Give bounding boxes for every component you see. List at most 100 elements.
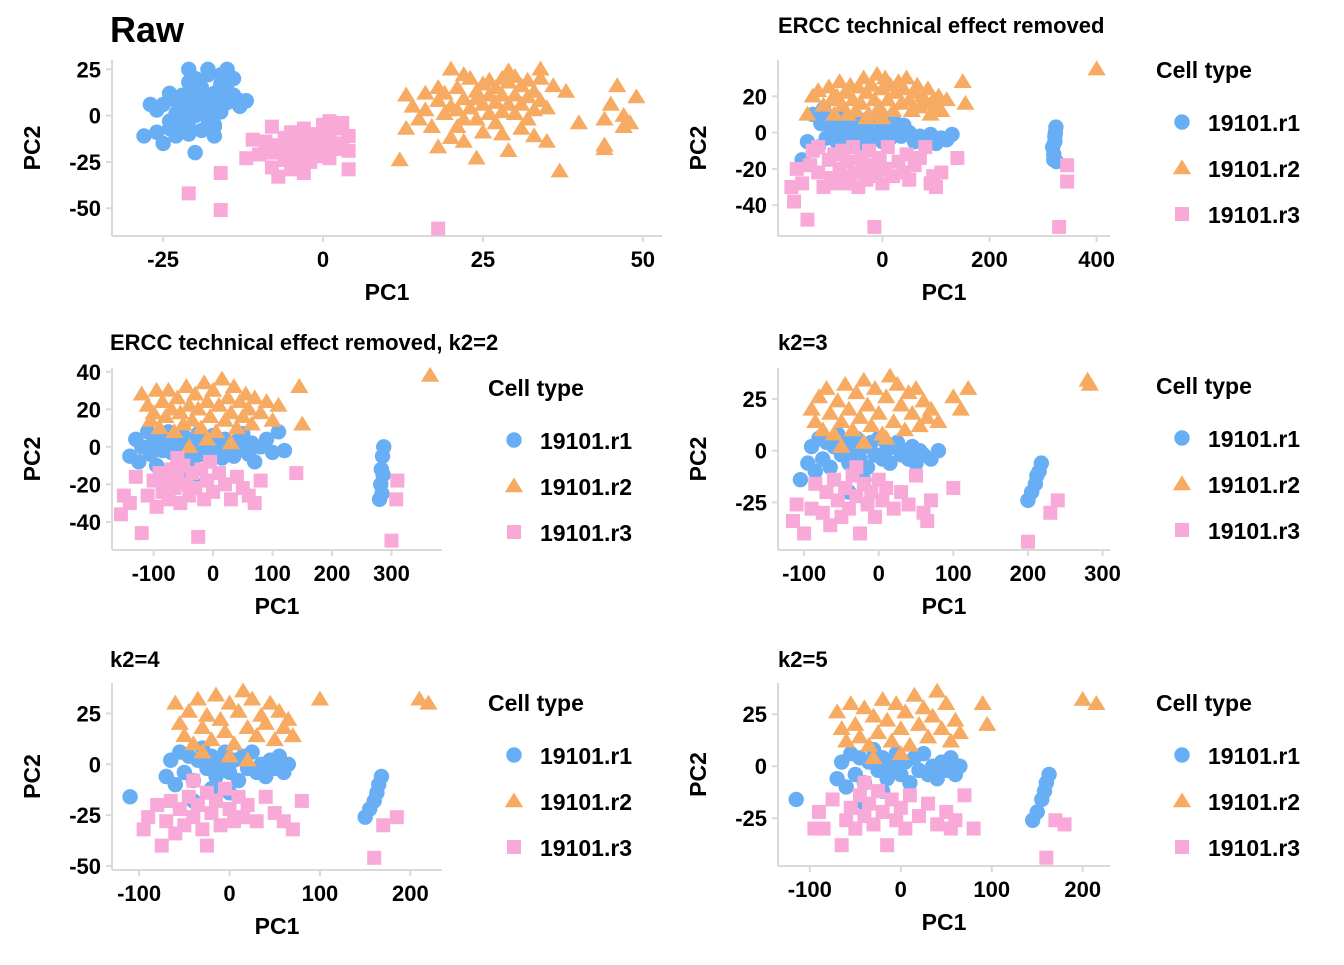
data-point (265, 731, 284, 747)
data-point (218, 781, 233, 796)
data-point (898, 821, 913, 836)
data-point (855, 699, 874, 715)
data-point (928, 180, 943, 195)
data-point (911, 809, 926, 824)
data-point (243, 690, 262, 706)
legend-title: Cell type (1156, 690, 1252, 716)
data-point (167, 776, 183, 793)
data-point (957, 788, 972, 803)
data-point (531, 69, 550, 85)
data-point (929, 413, 948, 429)
data-point (795, 176, 810, 191)
data-point (905, 686, 924, 702)
data-point (179, 702, 198, 718)
data-point (816, 821, 831, 836)
data-point (973, 695, 992, 711)
data-point (188, 690, 208, 706)
y-tick-label: 40 (77, 360, 101, 385)
data-point (208, 793, 223, 808)
points (784, 60, 1106, 234)
data-point (1020, 534, 1035, 549)
data-point (880, 838, 895, 853)
y-tick-label: 20 (77, 397, 101, 422)
data-point (454, 90, 473, 106)
panel-title: k2=4 (110, 647, 160, 672)
data-point (544, 77, 563, 93)
data-point (341, 162, 356, 177)
x-tick-label: 100 (973, 877, 1010, 902)
data-point (252, 147, 267, 162)
data-point (149, 499, 164, 514)
legend-label: 19101.r3 (540, 520, 632, 546)
data-point (206, 484, 221, 499)
data-point (134, 526, 149, 541)
data-point (814, 96, 833, 112)
y-tick-label: -25 (735, 490, 767, 515)
data-point (888, 375, 907, 391)
data-point (251, 404, 270, 420)
data-point (899, 384, 918, 400)
data-point (213, 166, 228, 181)
panel-5: k2=4 -100 0 100 200 25 0 -25 -50 PC1 PC2 Cell type 1… (19, 647, 632, 939)
data-point (376, 818, 391, 833)
data-point (1052, 219, 1067, 234)
data-point (886, 169, 901, 184)
x-tick-label: 0 (317, 247, 329, 272)
x-axis-title: PC1 (255, 593, 300, 619)
legend-key (506, 432, 522, 448)
data-point (200, 473, 215, 488)
x-tick-label: 0 (895, 877, 907, 902)
data-point (950, 150, 965, 165)
data-point (256, 714, 275, 730)
data-point (283, 727, 302, 743)
data-point (859, 172, 874, 187)
data-point (219, 61, 235, 77)
x-tick-label: 0 (873, 561, 885, 586)
data-point (261, 694, 280, 710)
data-point (190, 797, 205, 812)
y-axis-title: PC2 (19, 437, 45, 482)
data-point (193, 743, 212, 759)
data-point (789, 161, 804, 176)
data-point (862, 143, 877, 158)
data-point (930, 443, 947, 459)
data-point (841, 501, 856, 516)
data-point (896, 703, 915, 719)
data-point (409, 110, 429, 126)
legend-key (1175, 207, 1189, 221)
data-point (212, 370, 232, 386)
data-point (944, 126, 960, 143)
panel-1: Raw -25 0 25 50 25 0 -25 -50 PC1 PC2 (19, 9, 662, 305)
data-point (921, 796, 936, 811)
y-tick-label: 20 (743, 84, 767, 109)
data-point (223, 492, 238, 507)
legend-label: 19101.r1 (1208, 110, 1300, 136)
data-point (1048, 119, 1064, 135)
data-point (264, 119, 279, 134)
data-point (238, 719, 257, 734)
data-point (168, 128, 184, 144)
y-axis-title: PC2 (685, 126, 711, 171)
data-point (825, 105, 844, 121)
data-point (813, 421, 832, 437)
data-point (878, 711, 897, 727)
data-point (849, 489, 864, 504)
data-point (882, 455, 898, 471)
y-tick-label: 0 (755, 121, 767, 146)
panel-6: k2=5 -100 0 100 200 25 0 -25 PC1 PC2 Cell type 1910… (685, 647, 1300, 935)
data-point (181, 61, 197, 77)
data-point (524, 82, 544, 98)
data-point (862, 76, 881, 92)
data-point (787, 194, 802, 209)
x-tick-label: 0 (876, 247, 888, 272)
y-tick-label: -25 (69, 150, 101, 175)
data-point (174, 415, 193, 431)
legend: Cell type 19101.r1 19101.r2 19101.r3 (488, 375, 632, 546)
data-point (843, 421, 862, 437)
data-point (792, 471, 809, 488)
data-point (595, 110, 614, 126)
data-point (441, 129, 461, 145)
data-point (177, 378, 196, 394)
data-point (918, 408, 937, 424)
data-point (859, 459, 876, 475)
